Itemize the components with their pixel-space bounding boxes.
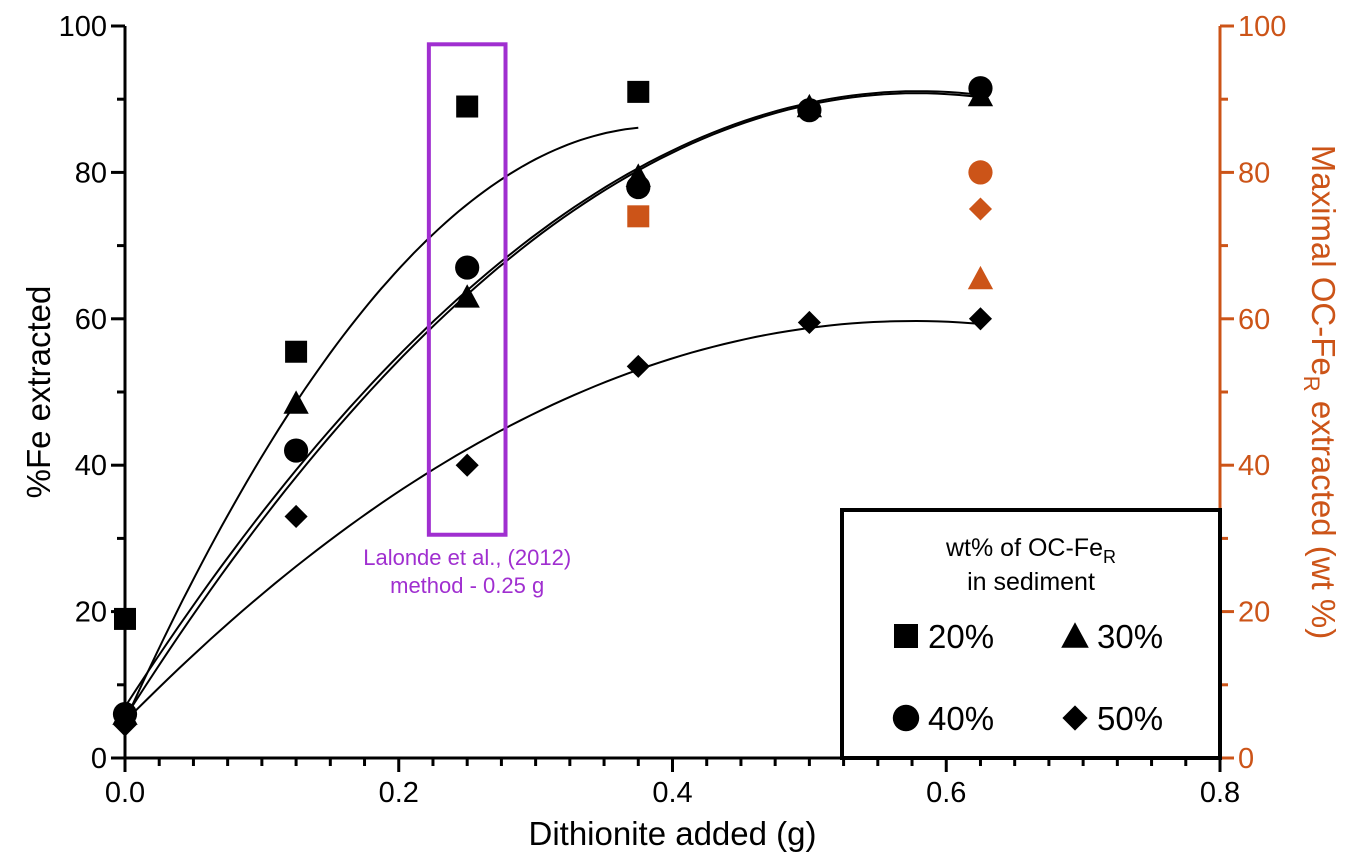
- point-circle: [455, 255, 480, 280]
- legend-marker-diamond: [1062, 705, 1088, 731]
- max-point-square: [627, 205, 650, 228]
- annotation-line-1: Lalonde et al., (2012): [363, 545, 571, 570]
- legend-label: 30%: [1097, 618, 1163, 655]
- y-right-axis-label: Maximal OC-FeR extracted (wt %): [1299, 145, 1342, 640]
- point-square: [627, 80, 650, 103]
- point-circle: [968, 76, 993, 101]
- point-square: [285, 340, 308, 363]
- legend-label: 20%: [928, 618, 994, 655]
- point-square: [456, 95, 479, 118]
- legend-label: 50%: [1097, 700, 1163, 737]
- axes: 0.0 0.2 0.4 0.6 0.8020406080100020406080100D…: [20, 11, 1342, 852]
- legend-title-line-1: wt% of OC-FeR: [945, 534, 1116, 567]
- point-square: [114, 607, 136, 630]
- y-tick-label: 20: [75, 597, 107, 629]
- point-circle: [626, 174, 651, 200]
- point-circle: [283, 438, 309, 463]
- legend-title-line-2: in sediment: [967, 568, 1095, 596]
- y-right-tick-label: 40: [1238, 450, 1270, 482]
- y-right-tick-label: 60: [1238, 304, 1270, 336]
- annotation-line-2: method - 0.25 g: [390, 573, 544, 598]
- max-point-diamond: [968, 197, 993, 221]
- fit-curve-triangle: [124, 90, 981, 708]
- point-diamond: [113, 713, 137, 737]
- y-tick-label: 100: [59, 11, 107, 43]
- point-diamond: [968, 307, 993, 331]
- y-right-tick-label: 0: [1238, 743, 1254, 775]
- point-circle: [797, 98, 822, 123]
- y-tick-label: 0: [91, 743, 107, 775]
- highlight-box: [426, 42, 508, 537]
- point-triangle: [283, 390, 309, 414]
- x-tick-label: 0.2: [379, 777, 419, 809]
- legend-label: 40%: [928, 700, 994, 737]
- max-point-circle: [968, 160, 993, 185]
- y-right-tick-label: 20: [1238, 597, 1270, 629]
- x-tick-label: 0.6: [926, 777, 966, 809]
- point-diamond: [284, 504, 308, 528]
- fit-curve-diamond: [124, 319, 981, 723]
- x-axis-label: Dithionite added (g): [528, 815, 816, 852]
- y-right-tick-label: 100: [1238, 11, 1286, 43]
- y-tick-label: 40: [75, 450, 107, 482]
- x-tick-label: 0.8: [1200, 777, 1240, 809]
- y-right-tick-label: 80: [1238, 157, 1270, 189]
- max-point-triangle: [967, 265, 994, 290]
- x-tick-label: 0.4: [652, 777, 692, 809]
- legend-marker-square: [894, 624, 918, 648]
- point-diamond: [626, 354, 650, 378]
- annotation: Lalonde et al., (2012) method - 0.25 g: [363, 42, 571, 598]
- fit-curves: [124, 90, 981, 723]
- fit-curve-circle: [124, 92, 981, 719]
- point-triangle: [454, 284, 480, 308]
- point-diamond: [797, 310, 821, 335]
- y-axis-label: %Fe extracted: [20, 286, 57, 499]
- fit-curve-square: [124, 126, 639, 722]
- legend-marker-triangle: [1061, 622, 1089, 648]
- point-diamond: [455, 453, 479, 477]
- y-tick-label: 80: [75, 157, 107, 189]
- y-tick-label: 60: [75, 304, 107, 336]
- legend-marker-circle: [892, 704, 920, 732]
- x-tick-label: 0.0: [105, 777, 145, 809]
- data-points: [112, 76, 994, 737]
